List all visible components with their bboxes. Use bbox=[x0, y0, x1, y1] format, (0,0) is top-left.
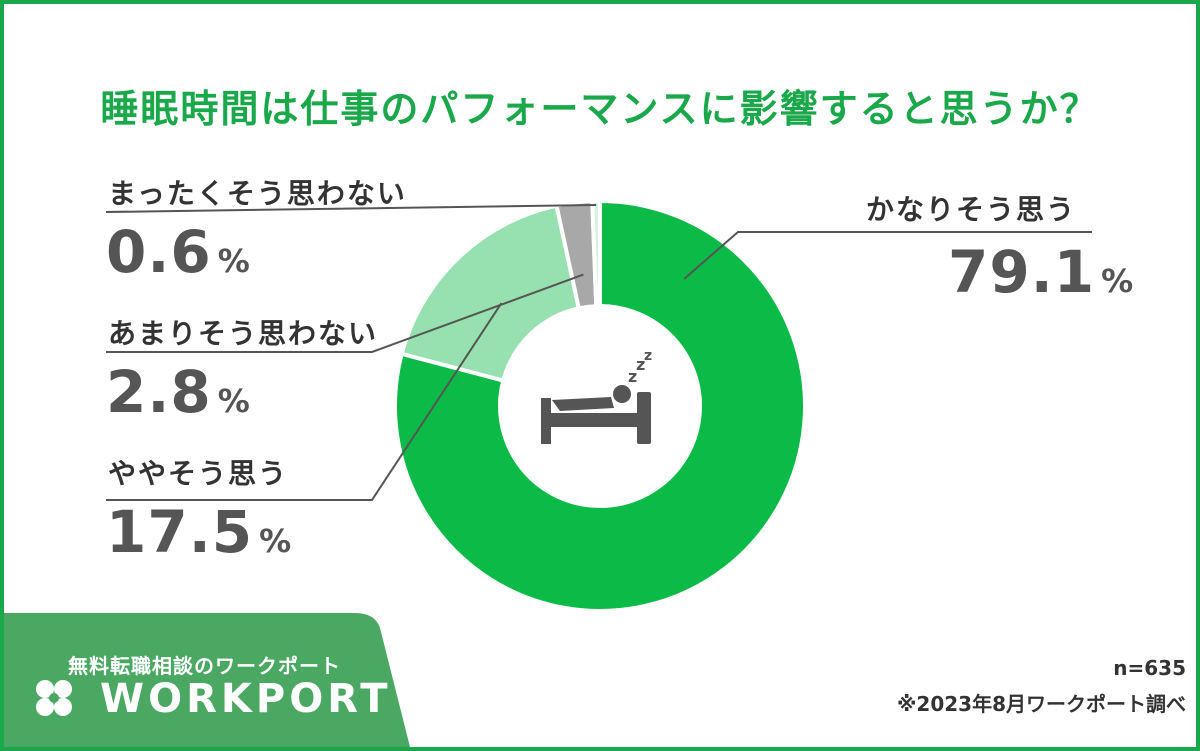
value-yaya: 17.5% bbox=[106, 498, 293, 566]
sample-size: n=635 bbox=[1113, 656, 1186, 680]
leader-line-kanari bbox=[683, 231, 1092, 280]
leader-line-mattaku bbox=[105, 204, 597, 213]
svg-text:z: z bbox=[628, 367, 637, 386]
slice-kanari bbox=[393, 198, 807, 613]
brand-panel bbox=[4, 613, 410, 747]
value-amari: 2.8% bbox=[106, 358, 251, 426]
slice-mattaku bbox=[590, 198, 602, 309]
label-kanari: かなりそう思う bbox=[866, 193, 1077, 226]
brand-logo-text: WORKPORT bbox=[100, 676, 392, 722]
label-yaya: ややそう思う bbox=[108, 457, 289, 490]
bed-sleeping-icon: z z z bbox=[541, 348, 652, 444]
chart-title: 睡眠時間は仕事のパフォーマンスに影響すると思うか？ bbox=[100, 87, 1100, 131]
svg-text:z: z bbox=[644, 348, 652, 364]
leader-line-yaya bbox=[106, 302, 503, 501]
svg-text:z: z bbox=[636, 355, 645, 374]
value-kanari: 79.1% bbox=[948, 238, 1135, 306]
source-note: ※2023年8月ワークポート調べ bbox=[896, 692, 1186, 716]
slice-yaya bbox=[399, 203, 582, 383]
label-amari: あまりそう思わない bbox=[108, 317, 379, 350]
brand-tagline: 無料転職相談のワークポート bbox=[68, 654, 341, 678]
label-mattaku: まったくそう思わない bbox=[108, 177, 407, 210]
leader-line-amari bbox=[106, 273, 584, 353]
value-mattaku: 0.6% bbox=[106, 218, 251, 286]
clover-icon bbox=[36, 680, 72, 716]
